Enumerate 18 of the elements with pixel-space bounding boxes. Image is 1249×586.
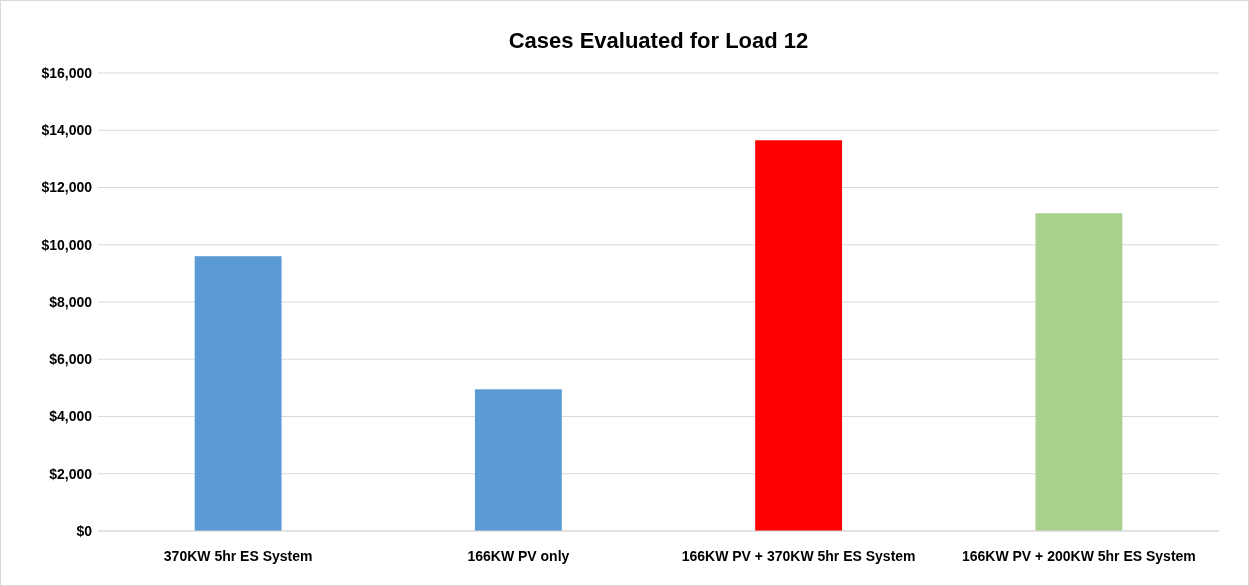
y-tick-label: $14,000 — [41, 122, 93, 139]
x-tick-label: 166KW PV only — [467, 548, 570, 564]
y-tick-label: $2,000 — [49, 465, 93, 482]
bar — [755, 140, 843, 531]
bar — [1035, 213, 1123, 531]
bar — [194, 256, 282, 531]
y-tick-label: $16,000 — [41, 64, 93, 81]
x-tick-label: 166KW PV + 200KW 5hr ES System — [961, 548, 1196, 564]
chart-title: Cases Evaluated for Load 12 — [508, 28, 809, 53]
y-tick-label: $12,000 — [41, 179, 93, 196]
y-tick-label: $8,000 — [49, 293, 93, 310]
x-tick-label: 370KW 5hr ES System — [163, 548, 313, 564]
x-tick-label: 166KW PV + 370KW 5hr ES System — [681, 548, 916, 564]
y-tick-label: $4,000 — [49, 408, 93, 425]
y-tick-label: $0 — [76, 522, 93, 539]
bar — [474, 389, 562, 531]
y-tick-label: $6,000 — [49, 351, 93, 368]
y-tick-label: $10,000 — [41, 236, 93, 253]
